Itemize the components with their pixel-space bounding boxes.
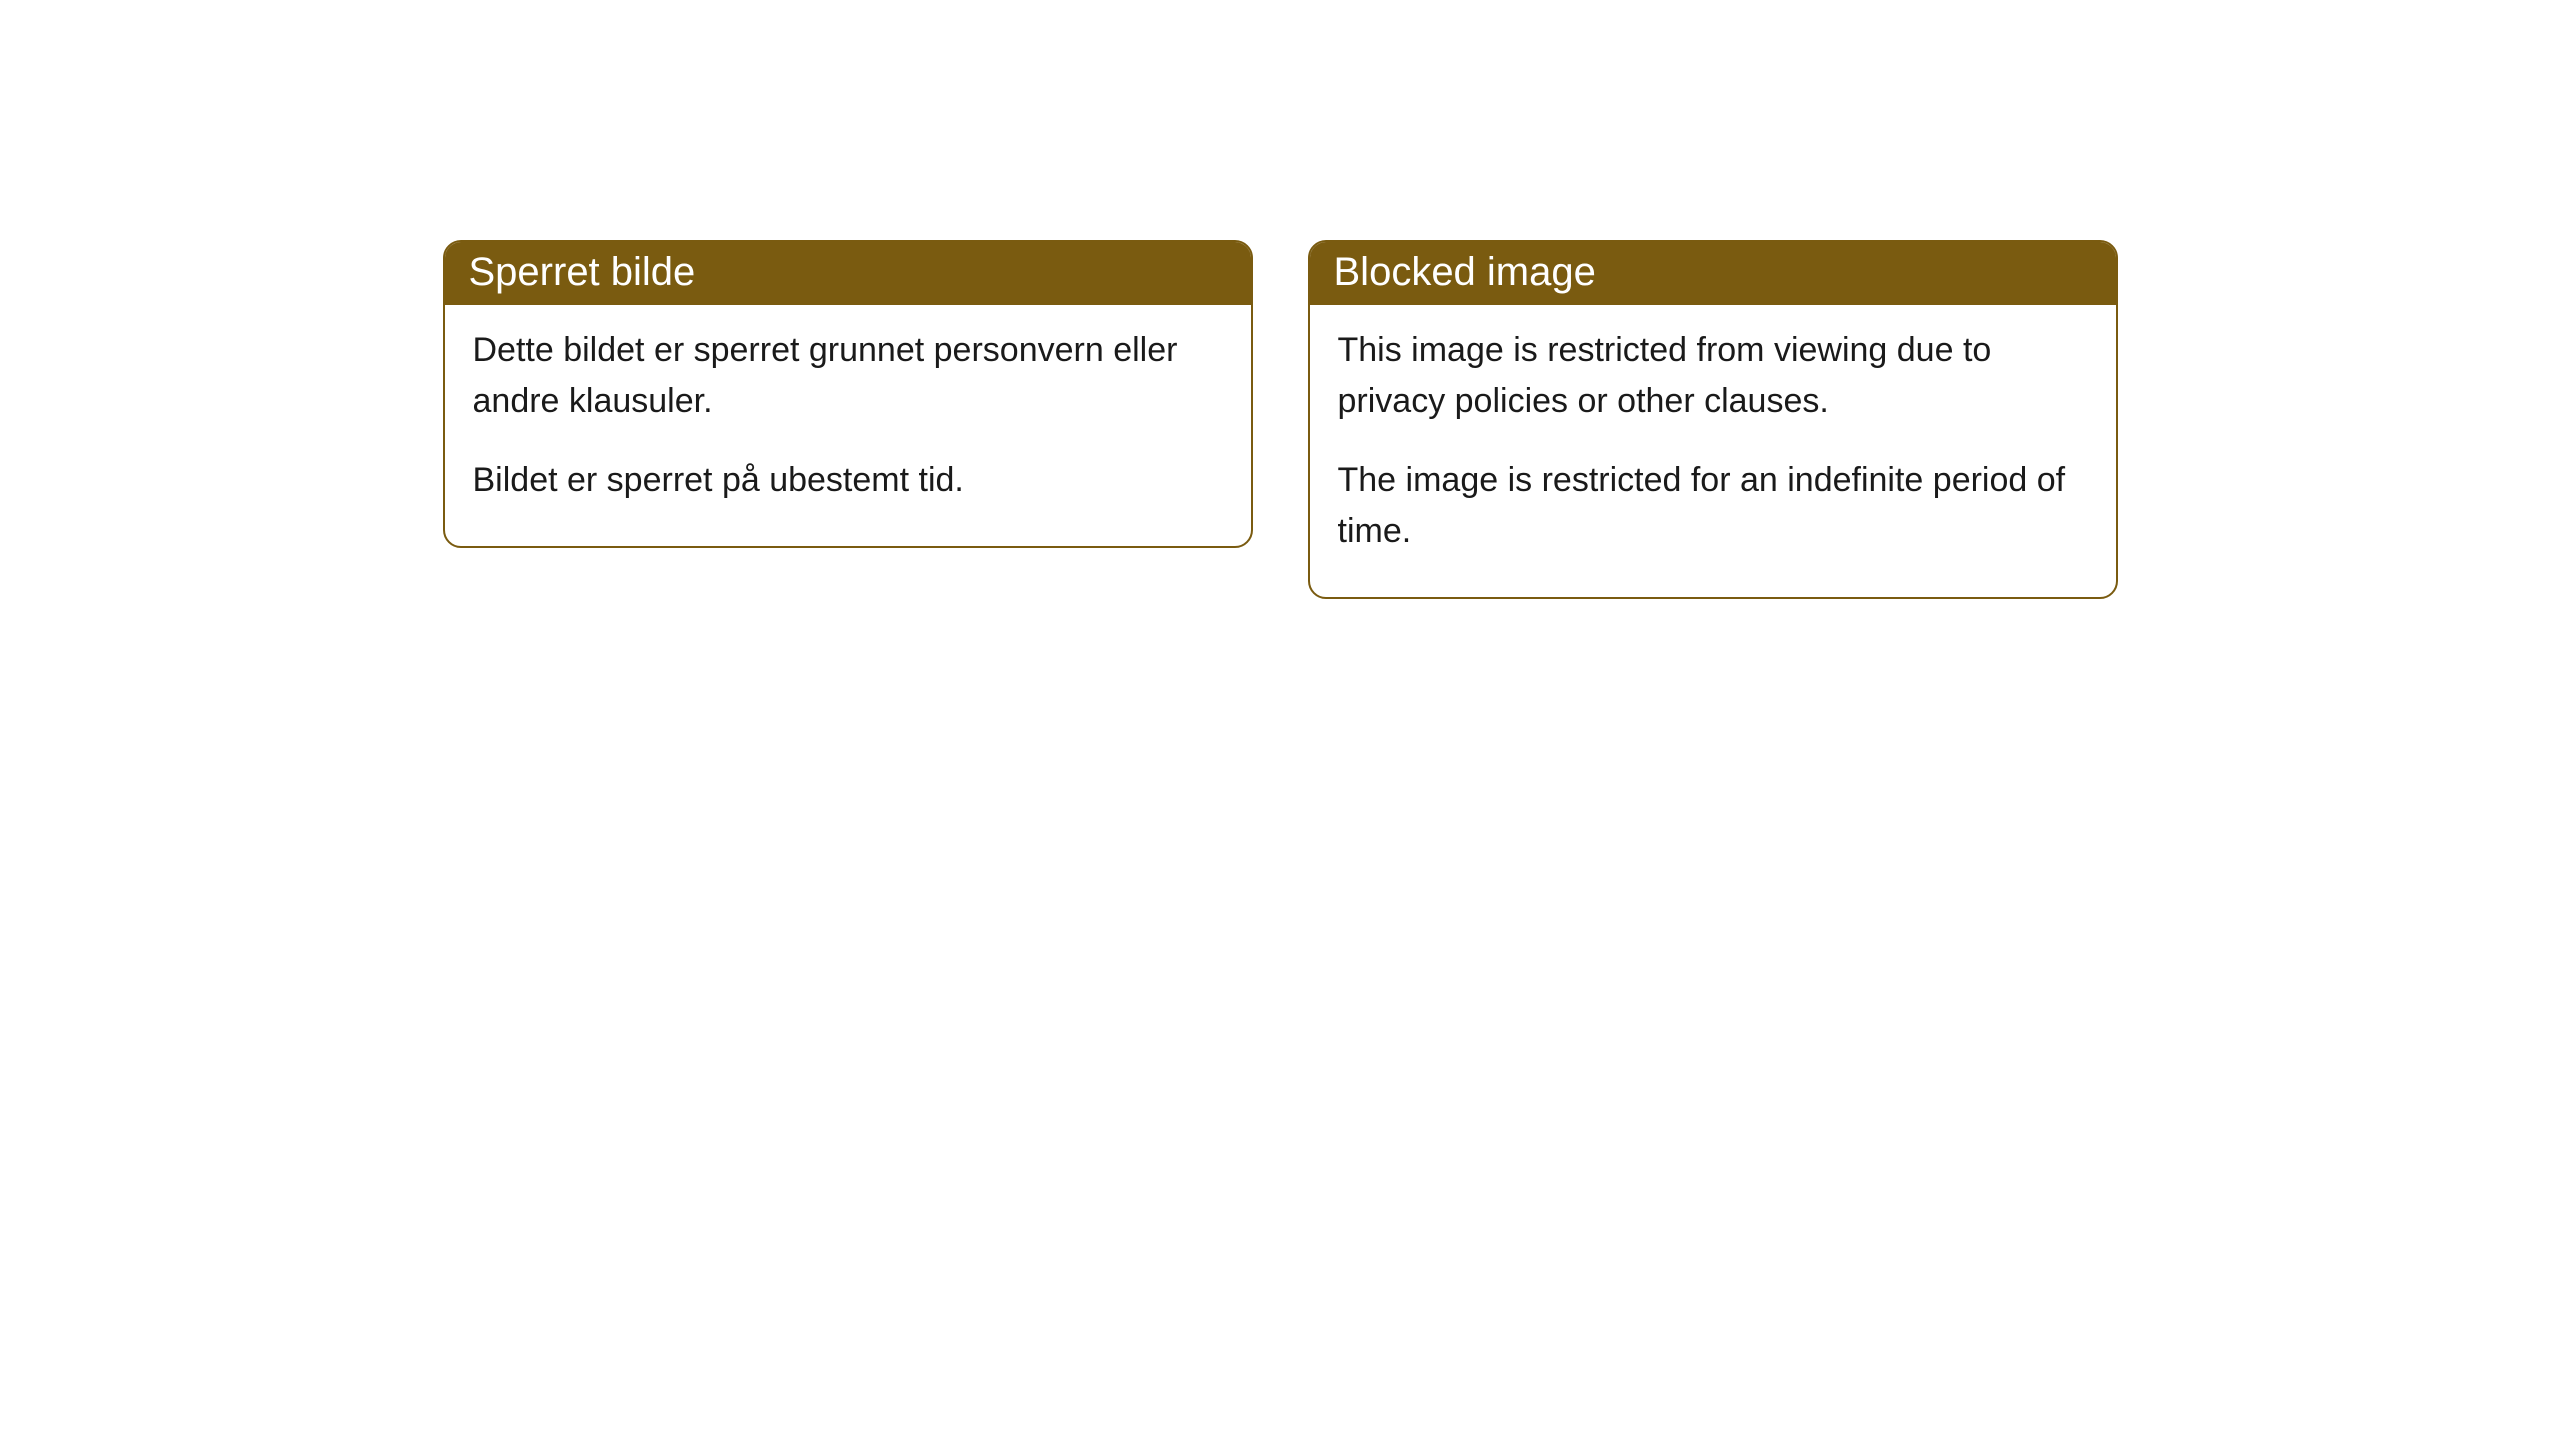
card-title: Sperret bilde xyxy=(469,250,696,294)
card-body: This image is restricted from viewing du… xyxy=(1310,305,2116,597)
blocked-image-card-norwegian: Sperret bilde Dette bildet er sperret gr… xyxy=(443,240,1253,548)
card-header: Blocked image xyxy=(1310,242,2116,305)
card-body: Dette bildet er sperret grunnet personve… xyxy=(445,305,1251,546)
card-title: Blocked image xyxy=(1334,250,1596,294)
blocked-image-card-english: Blocked image This image is restricted f… xyxy=(1308,240,2118,599)
card-paragraph-1: This image is restricted from viewing du… xyxy=(1338,325,2088,427)
card-paragraph-2: Bildet er sperret på ubestemt tid. xyxy=(473,455,1223,506)
cards-container: Sperret bilde Dette bildet er sperret gr… xyxy=(443,240,2118,1440)
card-header: Sperret bilde xyxy=(445,242,1251,305)
card-paragraph-2: The image is restricted for an indefinit… xyxy=(1338,455,2088,557)
card-paragraph-1: Dette bildet er sperret grunnet personve… xyxy=(473,325,1223,427)
